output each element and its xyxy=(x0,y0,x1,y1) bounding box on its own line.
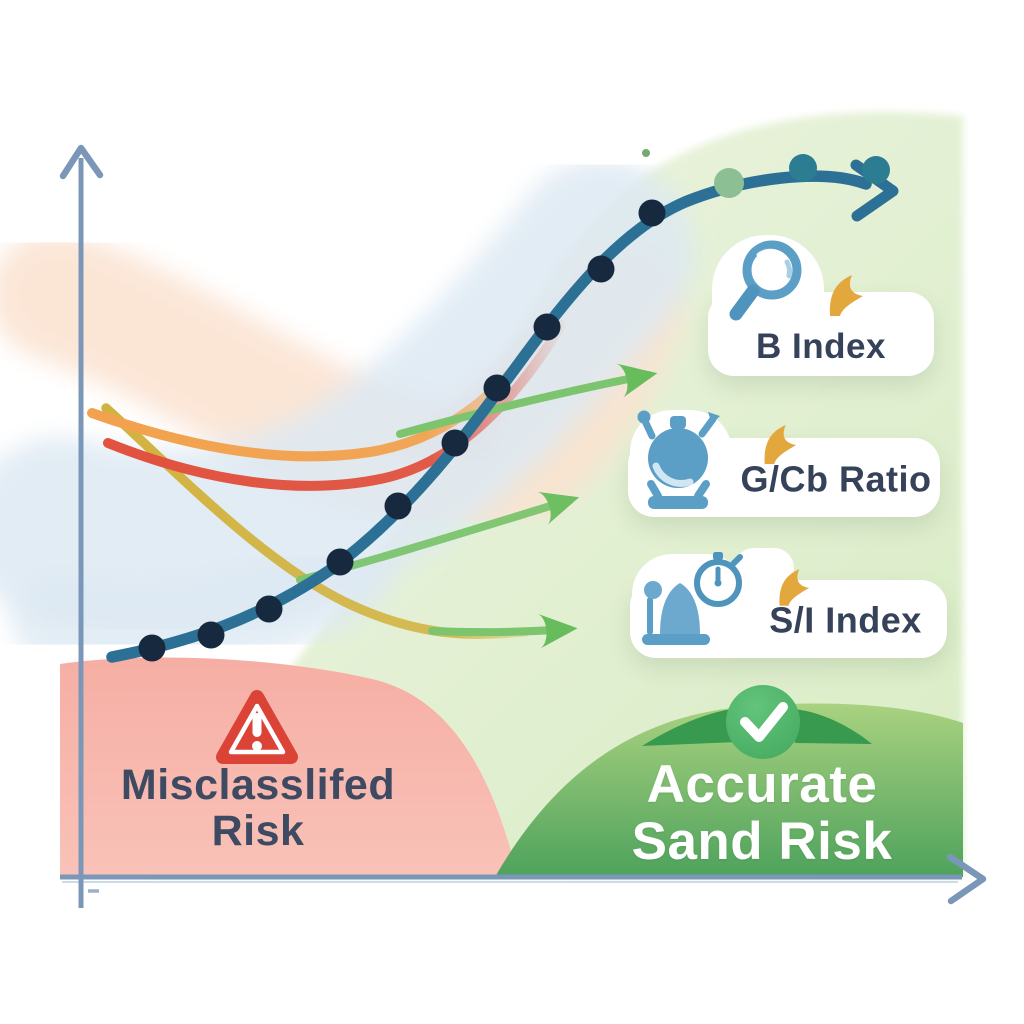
data-point xyxy=(138,634,166,662)
gold-ribbon-icon xyxy=(779,569,810,606)
accurate-line1: Accurate xyxy=(646,755,878,814)
misclassified-zone-label: Misclasslifed Risk xyxy=(86,762,430,855)
gold-ribbon-icon xyxy=(829,275,863,316)
gold-ribbon-icon xyxy=(764,424,797,464)
data-point xyxy=(441,429,469,457)
dome-stopwatch-icon xyxy=(642,552,743,645)
check-left-wing xyxy=(642,709,737,746)
data-point xyxy=(255,595,283,623)
x-axis-arrow-icon xyxy=(946,853,987,905)
data-point xyxy=(197,621,225,649)
card-label: G/Cb Ratio xyxy=(740,458,932,500)
accurate-zone-label: Accurate Sand Risk xyxy=(586,755,938,872)
curve-data-points xyxy=(138,149,890,662)
check-right-wing xyxy=(792,709,872,744)
icon-bubble xyxy=(734,548,794,588)
alarm-bell-icon xyxy=(637,410,720,509)
card-label: B Index xyxy=(756,327,886,366)
data-point xyxy=(587,255,615,283)
card-b-index: B Index xyxy=(708,235,934,376)
accurate-zone-hill xyxy=(495,703,963,877)
magnifying-glass-icon xyxy=(729,240,802,321)
data-point xyxy=(638,199,666,227)
card-si-index: S/I Index xyxy=(630,548,947,658)
data-point xyxy=(533,313,561,341)
arrow-to-si-index xyxy=(428,613,578,649)
axes xyxy=(59,144,987,908)
card-label: S/I Index xyxy=(769,599,922,641)
data-point xyxy=(789,154,817,182)
card-gcb-ratio: G/Cb Ratio xyxy=(628,410,940,517)
checkmark-icon xyxy=(642,685,872,759)
data-point xyxy=(862,156,890,184)
arrow-to-b-index xyxy=(396,363,658,438)
y-axis-arrow-icon xyxy=(59,144,104,180)
red-trend-curve xyxy=(103,320,567,491)
accurate-line2: Sand Risk xyxy=(631,812,893,872)
data-point xyxy=(384,492,412,520)
data-point xyxy=(642,149,650,157)
data-point xyxy=(326,548,354,576)
misclassified-zone-shape xyxy=(60,657,518,877)
misclassified-line1: Misclasslifed xyxy=(120,761,396,809)
warning-triangle-icon xyxy=(216,690,298,764)
data-point xyxy=(483,374,511,402)
misclassified-line2: Risk xyxy=(211,807,305,856)
data-point xyxy=(714,168,744,198)
